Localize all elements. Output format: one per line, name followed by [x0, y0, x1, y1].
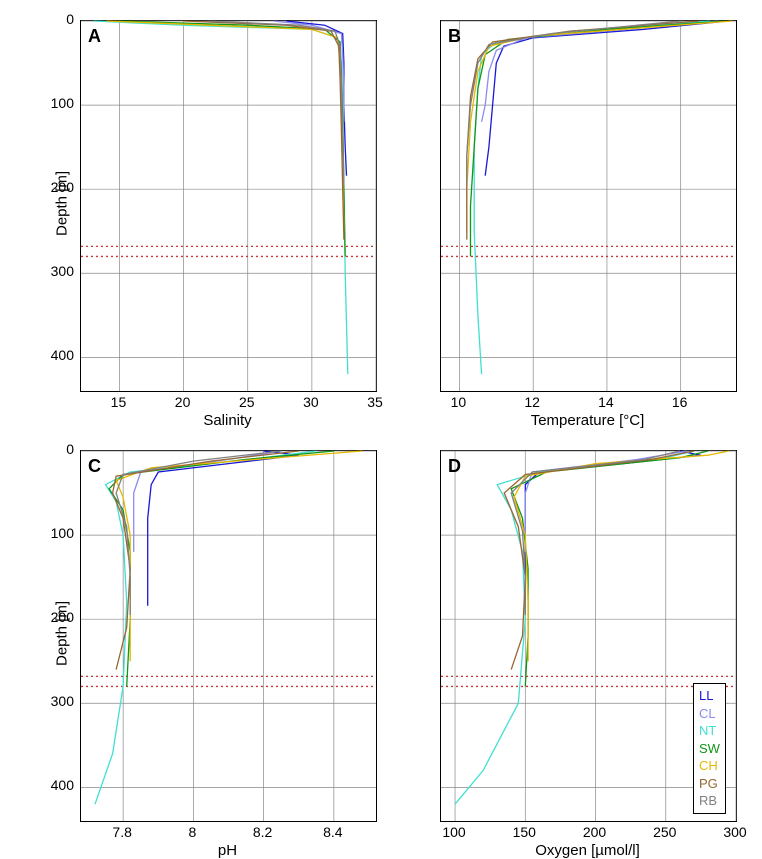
xtick-label: 15 — [106, 394, 130, 410]
xtick-label: 30 — [299, 394, 323, 410]
ytick-label: 0 — [66, 11, 74, 27]
xtick-label: 7.8 — [110, 824, 134, 840]
legend-item-ll: LL — [699, 687, 720, 705]
legend-item-pg: PG — [699, 775, 720, 793]
ytick-label: 0 — [66, 441, 74, 457]
ylabel-a: Depth [m] — [54, 164, 71, 244]
xtick-label: 200 — [583, 824, 607, 840]
legend-item-nt: NT — [699, 722, 720, 740]
xtick-label: 35 — [363, 394, 387, 410]
legend-item-sw: SW — [699, 740, 720, 758]
xtick-label: 8.4 — [321, 824, 345, 840]
xlabel-a: Salinity — [168, 412, 288, 429]
legend-item-rb: RB — [699, 792, 720, 810]
xtick-label: 8 — [180, 824, 204, 840]
panel-letter-c: C — [88, 456, 101, 477]
xtick-label: 8.2 — [251, 824, 275, 840]
xtick-label: 14 — [594, 394, 618, 410]
ytick-label: 300 — [51, 263, 74, 279]
panel-a-plot — [80, 20, 377, 392]
profile-figure: A15202530350100200300400SalinityDepth [m… — [10, 10, 752, 841]
ylabel-c: Depth [m] — [54, 594, 71, 674]
ytick-label: 400 — [51, 347, 74, 363]
ytick-label: 100 — [51, 525, 74, 541]
legend-item-cl: CL — [699, 705, 720, 723]
xtick-label: 12 — [520, 394, 544, 410]
panel-b-plot — [440, 20, 737, 392]
xtick-label: 300 — [723, 824, 747, 840]
ytick-label: 100 — [51, 95, 74, 111]
panel-letter-a: A — [88, 26, 101, 47]
xtick-label: 20 — [171, 394, 195, 410]
xtick-label: 10 — [446, 394, 470, 410]
panel-c-plot — [80, 450, 377, 822]
legend: LLCLNTSWCHPGRB — [693, 683, 726, 814]
legend-item-ch: CH — [699, 757, 720, 775]
xtick-label: 25 — [235, 394, 259, 410]
xtick-label: 250 — [653, 824, 677, 840]
xtick-label: 150 — [512, 824, 536, 840]
xlabel-b: Temperature [°C] — [528, 412, 648, 429]
ytick-label: 300 — [51, 693, 74, 709]
ytick-label: 400 — [51, 777, 74, 793]
panel-letter-d: D — [448, 456, 461, 477]
xtick-label: 16 — [668, 394, 692, 410]
xtick-label: 100 — [442, 824, 466, 840]
panel-letter-b: B — [448, 26, 461, 47]
